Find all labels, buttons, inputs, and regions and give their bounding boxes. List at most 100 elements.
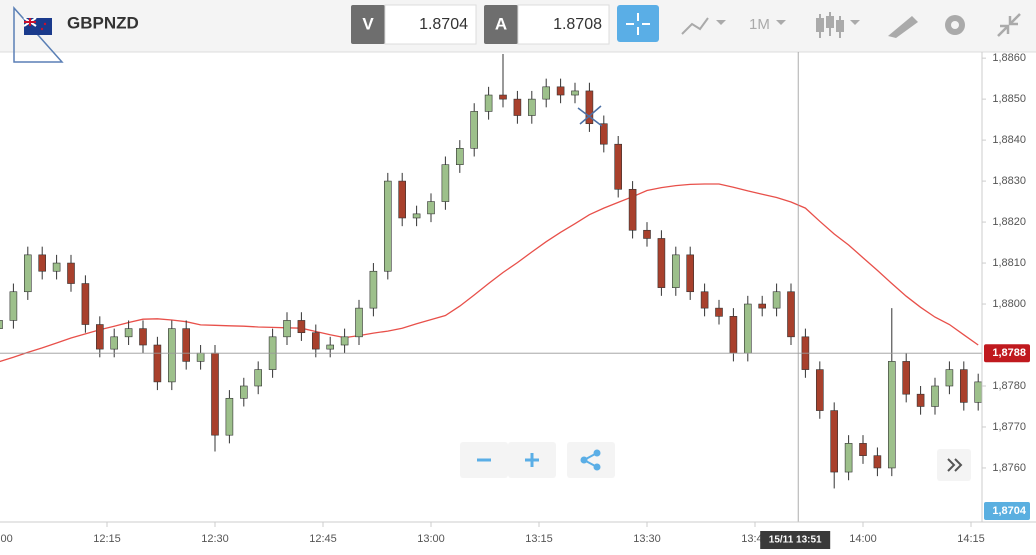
timeframe[interactable]: 1M: [749, 16, 770, 33]
candle-body: [225, 397, 234, 436]
candle-body: [38, 254, 47, 272]
y-tick-label: 1,8860: [992, 52, 1026, 64]
crosshair-button[interactable]: [617, 5, 659, 42]
candle-body: [859, 443, 867, 456]
candle-body: [81, 283, 90, 325]
candle-body: [110, 336, 118, 350]
timeframe-arrow: [776, 20, 786, 25]
candle-body: [484, 94, 493, 112]
chart-type-button[interactable]: [681, 17, 726, 35]
y-tick-label: 1,8850: [992, 93, 1026, 105]
collapse-button[interactable]: [997, 13, 1021, 37]
y-tick-label: 1,8760: [992, 462, 1026, 474]
flag: [23, 17, 52, 35]
candle-body: [671, 254, 680, 288]
candle-body: [628, 188, 637, 231]
candle-body: [326, 344, 335, 350]
y-tick-label: 1,8780: [992, 380, 1026, 392]
candle-body: [974, 381, 983, 403]
candle-body: [412, 213, 421, 219]
y-tick-label: 1,8770: [992, 421, 1026, 433]
candle-body: [470, 111, 479, 149]
candle-body: [297, 320, 306, 334]
candle-body: [499, 94, 507, 100]
crosshair-label: 15/11 13:51: [769, 535, 822, 546]
settings-button[interactable]: [945, 15, 965, 35]
x-tick-label: 12:00: [0, 533, 13, 545]
x-tick-label: 13:30: [633, 533, 661, 545]
x-tick-label: 13:00: [417, 533, 445, 545]
bid-price: 1.8704: [419, 16, 468, 33]
y-tick-label: 1,8840: [992, 134, 1026, 146]
ask-box: [517, 4, 610, 45]
bid-button[interactable]: [351, 5, 385, 44]
candle-body: [599, 123, 608, 145]
candle-body: [772, 291, 781, 309]
candle-body: [729, 316, 738, 354]
x-tick-label: 14:00: [849, 533, 877, 545]
zoom-in-button[interactable]: [508, 442, 556, 478]
price-marker-label: 1,8788: [992, 347, 1026, 359]
candle-body: [0, 320, 3, 329]
candle-body: [124, 328, 133, 338]
candle-body: [556, 86, 565, 96]
candle-body: [283, 320, 291, 338]
candle-body: [139, 328, 147, 346]
x-tick-label: 12:30: [201, 533, 229, 545]
candle-body: [427, 201, 435, 215]
candle-body: [571, 90, 579, 96]
share-button[interactable]: [567, 442, 615, 478]
candle-body: [240, 385, 248, 399]
candle-body: [196, 352, 205, 362]
bid-label: V: [362, 14, 374, 33]
candle-body: [931, 385, 939, 407]
candle-type-button[interactable]: [816, 12, 860, 38]
candle-body: [715, 307, 723, 317]
candle-body: [383, 180, 392, 272]
candle-body: [67, 262, 75, 284]
candle-body: [700, 291, 709, 309]
ask-button[interactable]: [484, 5, 518, 44]
candle-body: [959, 369, 968, 403]
symbol: GBPNZD: [67, 13, 139, 32]
candle-body: [441, 164, 450, 202]
candle-body: [168, 328, 176, 383]
price-marker-label: 1,8704: [992, 505, 1027, 517]
candle-body: [686, 254, 695, 293]
price-marker: [984, 502, 1030, 520]
ask-price: 1.8708: [553, 16, 602, 33]
candle-body: [182, 328, 190, 362]
candle-body: [614, 143, 623, 190]
candle-body: [657, 238, 666, 288]
draw-tool-button[interactable]: [888, 16, 918, 38]
candle-body: [455, 148, 464, 165]
candle-body: [585, 90, 594, 125]
candle-body: [873, 455, 882, 469]
bid-box: [384, 4, 477, 45]
x-tick-label: 12:15: [93, 533, 121, 545]
y-tick-label: 1,8810: [992, 257, 1026, 269]
candle-body: [23, 254, 32, 293]
candle-body: [916, 393, 925, 407]
candle-body: [398, 180, 407, 219]
x-tick-label: 13:15: [525, 533, 553, 545]
candle-body: [513, 98, 522, 116]
candle-body: [542, 86, 551, 100]
candle-body: [815, 369, 824, 411]
x-tick-label: 14:15: [957, 533, 985, 545]
candle-body: [52, 262, 61, 272]
candle-body: [945, 369, 954, 387]
candle-body: [355, 307, 363, 338]
y-tick-label: 1,8830: [992, 175, 1026, 187]
zoom-out-button[interactable]: [460, 442, 508, 478]
candle-body: [9, 291, 18, 321]
candle-body: [153, 344, 162, 383]
price-marker: [984, 344, 1030, 363]
candle-body: [902, 361, 911, 395]
y-tick-label: 1,8820: [992, 216, 1026, 228]
candle-body: [758, 303, 767, 309]
candle-body: [311, 332, 320, 350]
scroll-right-button[interactable]: [937, 449, 971, 481]
